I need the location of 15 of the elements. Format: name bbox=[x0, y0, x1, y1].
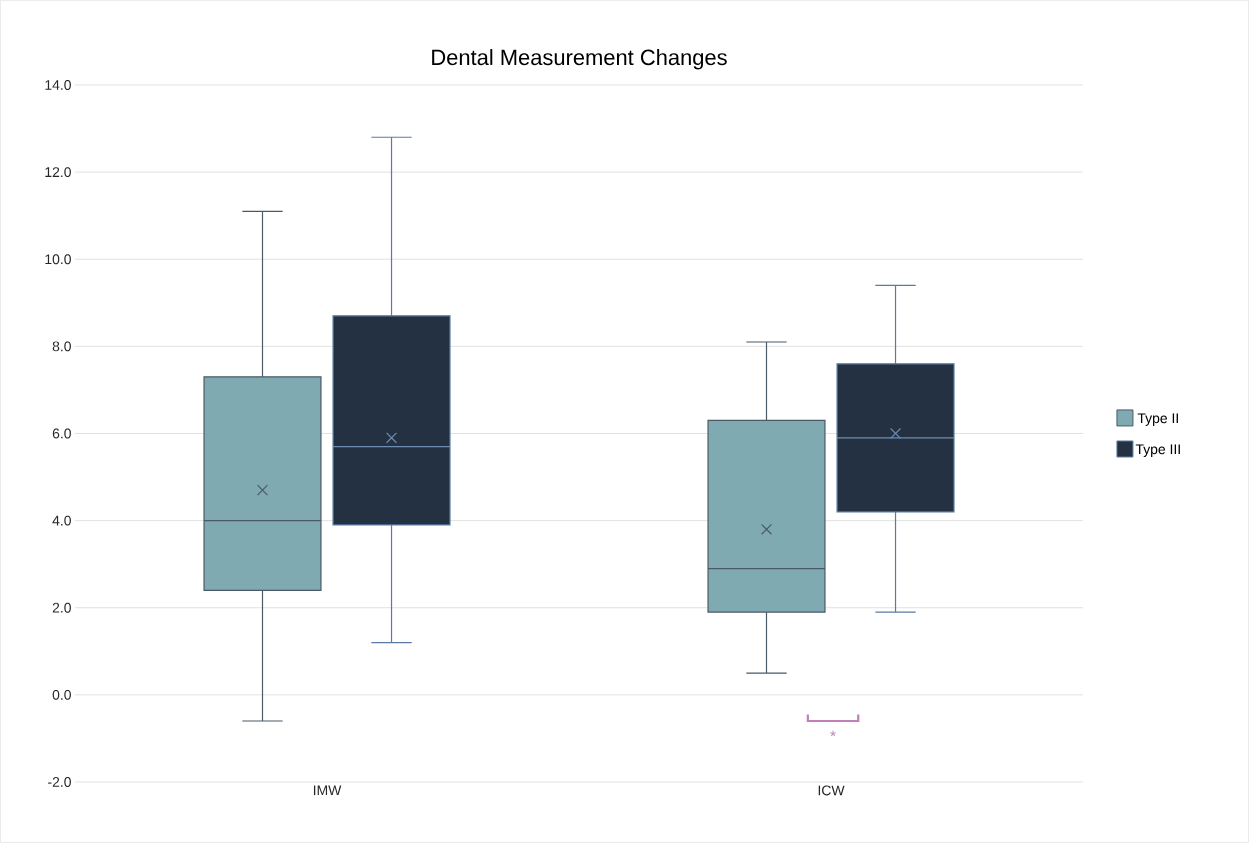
y-tick-label: 12.0 bbox=[45, 167, 71, 178]
annotation: * bbox=[830, 730, 836, 737]
legend-label: Type III bbox=[1135, 444, 1180, 457]
y-tick-label: 4.0 bbox=[52, 515, 71, 526]
y-tick-label: -2.0 bbox=[48, 777, 71, 787]
y-tick-label: 2.0 bbox=[52, 602, 71, 613]
y-tick-label: 0.0 bbox=[52, 689, 71, 700]
y-tick-label: 8.0 bbox=[52, 341, 71, 352]
y-tick-label: 14.0 bbox=[45, 80, 71, 90]
y-tick-label: 10.0 bbox=[45, 254, 71, 265]
x-tick-label: IMW bbox=[313, 785, 342, 796]
chart-title: Dental Measurement Changes bbox=[432, 49, 727, 70]
legend-label: Type II bbox=[1137, 413, 1178, 426]
y-tick-label: 6.0 bbox=[52, 428, 71, 439]
x-tick-label: ICW bbox=[818, 785, 845, 796]
